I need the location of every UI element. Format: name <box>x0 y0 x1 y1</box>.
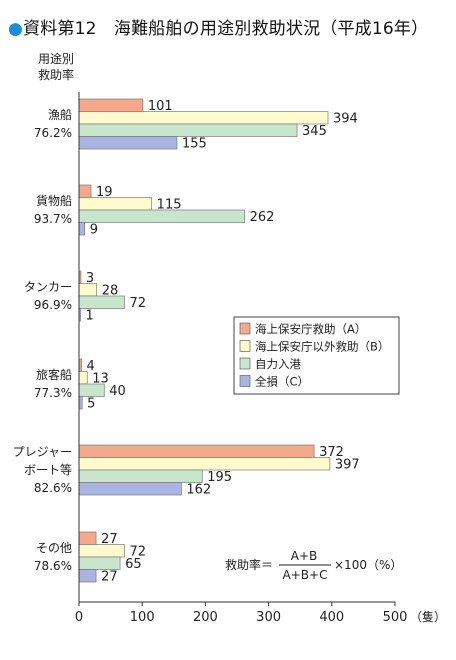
x-axis-unit: （隻） <box>410 609 446 624</box>
category-header-line: 用途別 <box>38 51 74 66</box>
category-labels: 漁船 76.2% 貨物船 93.7% タンカー 96.9% 旅客船 77.3% プレジャーボート… <box>13 108 72 573</box>
bar-value-label: 72 <box>130 545 147 560</box>
category-rate-label: 77.3% <box>34 386 72 400</box>
category-name-label: 旅客船 <box>36 367 72 382</box>
legend-label: 自力入港 <box>255 357 301 371</box>
bar-value-label: 115 <box>157 198 182 213</box>
category-rate-label: 82.6% <box>34 481 72 495</box>
bar <box>78 544 125 558</box>
category-rate-label: 93.7% <box>34 212 72 226</box>
bar <box>78 383 105 397</box>
bar-value-label: 101 <box>148 99 173 114</box>
bar-value-label: 13 <box>92 372 109 387</box>
legend-swatch <box>239 375 251 387</box>
bar-value-label: 5 <box>87 397 95 412</box>
bar <box>78 123 298 137</box>
bar-value-label: 195 <box>207 470 232 485</box>
bar-value-label: 1 <box>86 309 94 324</box>
x-tick-label: 400 <box>319 610 344 625</box>
category-header-line: 救助率 <box>38 67 74 82</box>
bar <box>78 457 331 471</box>
legend-label: 海上保安庁救助（A） <box>255 322 366 336</box>
bar-value-label: 40 <box>109 384 126 399</box>
bar <box>78 531 97 545</box>
category-rate-label: 96.9% <box>34 298 72 312</box>
x-tick-label: 0 <box>75 610 83 625</box>
bar <box>78 295 125 309</box>
bar <box>78 184 92 198</box>
bar <box>78 444 315 458</box>
legend-label: 海上保安庁以外救助（B） <box>255 340 389 354</box>
formula-numerator: A+B <box>291 549 318 563</box>
bar <box>78 482 182 496</box>
formula-lhs: 救助率＝ <box>225 557 273 572</box>
legend-swatch <box>239 340 251 352</box>
category-name-label: ボート等 <box>24 463 72 477</box>
legend-swatch <box>239 322 251 335</box>
bar-value-label: 162 <box>186 483 211 498</box>
bar-value-label: 372 <box>319 445 344 460</box>
legend-box <box>233 316 400 395</box>
bar-value-label: 19 <box>96 185 113 200</box>
x-tick-label: 300 <box>256 610 281 625</box>
bar <box>78 371 88 385</box>
category-name-label: 漁船 <box>48 108 72 122</box>
bar <box>78 209 245 223</box>
x-tick-label: 200 <box>193 610 218 625</box>
formula-rhs: ×100（%） <box>334 558 402 572</box>
category-rate-label: 78.6% <box>34 559 72 573</box>
bar <box>78 111 329 125</box>
bar-value-label: 65 <box>125 557 142 572</box>
x-tick-label: 100 <box>130 610 155 625</box>
bar <box>78 197 153 211</box>
bar <box>78 569 97 583</box>
category-name-label: その他 <box>36 541 72 555</box>
bar-value-label: 28 <box>102 284 119 299</box>
bar-value-label: 394 <box>333 112 358 127</box>
title-text: 資料第12 海難船舶の用途別救助状況（平成16年） <box>23 19 429 39</box>
chart-title: ●資料第12 海難船舶の用途別救助状況（平成16年） <box>8 14 428 39</box>
title-bullet: ● <box>8 19 24 39</box>
category-name-label: 貨物船 <box>36 193 72 208</box>
category-name-label: プレジャー <box>13 445 72 459</box>
formula-denominator: A+B+C <box>283 568 328 582</box>
bar-value-label: 9 <box>90 223 98 238</box>
bar-value-label: 4 <box>87 359 95 374</box>
bar-value-label: 397 <box>335 458 360 473</box>
formula: 救助率＝ A+B A+B+C ×100（%） <box>225 549 402 582</box>
bar <box>78 98 144 112</box>
bar <box>78 556 121 570</box>
bar-value-label: 155 <box>182 137 207 152</box>
bar-value-label: 262 <box>250 210 275 225</box>
bar-value-label: 3 <box>86 271 94 286</box>
bar-value-label: 27 <box>101 532 118 547</box>
x-axis: 0 100 200 300 400 500 （隻） <box>75 92 446 625</box>
bar-value-label: 27 <box>101 570 118 585</box>
bar-value-label: 345 <box>302 124 327 139</box>
category-rate-label: 76.2% <box>34 126 72 140</box>
bar <box>78 283 98 297</box>
legend-label: 全損（C） <box>255 375 309 389</box>
bar-value-label: 72 <box>130 296 147 311</box>
legend-swatch <box>239 357 251 370</box>
category-name-label: タンカー <box>24 280 72 294</box>
x-tick-label: 500 <box>383 610 408 625</box>
bar <box>78 222 86 236</box>
bar <box>78 136 178 150</box>
bar <box>78 469 203 483</box>
